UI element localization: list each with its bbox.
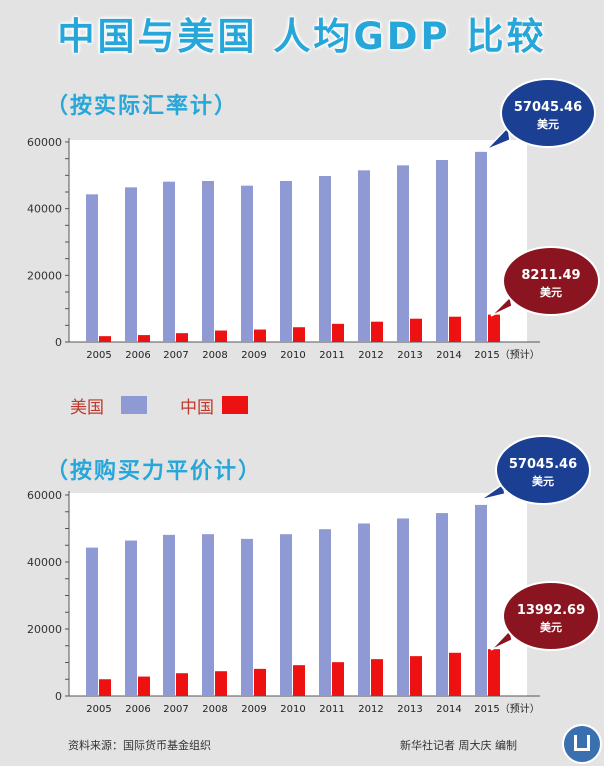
y-tick-label: 20000	[27, 269, 62, 282]
x-tick-label: 2010	[280, 350, 305, 361]
bar-cn-2	[138, 676, 150, 696]
y-tick-label: 20000	[27, 623, 62, 636]
callout-red	[502, 581, 600, 651]
y-tick-label: 40000	[27, 556, 62, 569]
bar-us-5	[241, 185, 253, 342]
y-tick-label: 60000	[27, 489, 62, 502]
bar-us-10	[436, 160, 448, 342]
x-tick-label: 2006	[125, 704, 150, 715]
bar-us-8	[358, 523, 370, 696]
legend-cn-swatch	[222, 396, 248, 414]
bar-us-7	[319, 176, 331, 342]
bar-cn-4	[215, 330, 227, 342]
callout-blue-unit: 美元	[537, 117, 559, 131]
page-title: 中国与美国 人均GDP 比较	[57, 15, 547, 58]
x-tick-label: 2010	[280, 704, 305, 715]
bar-cn-9	[410, 318, 422, 342]
callout-blue-unit: 美元	[532, 474, 554, 488]
bar-us-3	[163, 534, 175, 696]
bar-us-5	[241, 538, 253, 696]
legend-us-label: 美国	[70, 398, 104, 418]
x-tick-label: 2006	[125, 350, 150, 361]
legend-us-swatch	[121, 396, 147, 414]
bar-us-6	[280, 534, 292, 696]
x-tick-label: 2014	[436, 350, 461, 361]
bar-cn-5	[254, 329, 266, 342]
x-tick-label: 2013	[397, 704, 422, 715]
bar-cn-1	[99, 679, 111, 696]
bar-cn-8	[371, 659, 383, 696]
x-tick-label: 2009	[241, 350, 266, 361]
bar-us-1	[86, 547, 98, 696]
plot-area-1	[69, 140, 527, 342]
y-tick-label: 60000	[27, 136, 62, 149]
x-tick-label: 2005	[86, 350, 111, 361]
bar-cn-9	[410, 656, 422, 696]
legend-cn-label: 中国	[180, 398, 214, 418]
chart2-title: （按购买力平价计）	[46, 459, 263, 484]
bar-cn-11	[488, 314, 500, 342]
source-note: 资料来源：国际货币基金组织	[68, 739, 211, 752]
callout-blue-value: 57045.46	[509, 457, 577, 472]
callout-red	[502, 246, 600, 316]
bar-us-10	[436, 513, 448, 696]
chart1-title: （按实际汇率计）	[46, 94, 239, 119]
bar-cn-5	[254, 668, 266, 696]
bar-cn-6	[293, 665, 305, 696]
bar-cn-3	[176, 333, 188, 342]
bar-us-11	[475, 151, 487, 342]
bar-us-9	[397, 518, 409, 696]
callout-red-unit: 美元	[540, 620, 562, 634]
bar-cn-7	[332, 662, 344, 696]
y-tick-label: 0	[55, 336, 62, 349]
callout-red-tail	[490, 295, 513, 317]
bar-cn-8	[371, 321, 383, 342]
bar-cn-7	[332, 323, 344, 342]
bar-cn-1	[99, 336, 111, 342]
x-tick-label: 2011	[319, 350, 344, 361]
callout-blue	[495, 435, 591, 505]
bar-us-2	[125, 540, 137, 696]
bar-cn-10	[449, 316, 461, 342]
x-tick-label: 2009	[241, 704, 266, 715]
bar-cn-10	[449, 652, 461, 696]
callout-red-unit: 美元	[540, 285, 562, 299]
x-tick-label: 2008	[202, 350, 227, 361]
bar-us-4	[202, 181, 214, 342]
x-tick-label: 2007	[163, 704, 188, 715]
y-tick-label: 40000	[27, 203, 62, 216]
y-tick-label: 0	[55, 690, 62, 703]
bar-us-1	[86, 194, 98, 342]
bar-cn-3	[176, 673, 188, 696]
bar-us-6	[280, 181, 292, 342]
x-tick-label: 2005	[86, 704, 111, 715]
callout-red-value: 8211.49	[521, 268, 580, 283]
callout-blue-value: 57045.46	[514, 100, 582, 115]
x-tick-label: 2012	[358, 350, 383, 361]
bar-cn-4	[215, 671, 227, 696]
bar-us-4	[202, 534, 214, 696]
x-tick-label: 2008	[202, 704, 227, 715]
bar-cn-6	[293, 327, 305, 342]
bar-us-7	[319, 529, 331, 696]
bar-us-8	[358, 170, 370, 342]
x-tick-label: 2014	[436, 704, 461, 715]
x-tick-label: 2007	[163, 350, 188, 361]
x-tick-label: 2013	[397, 350, 422, 361]
bar-us-9	[397, 165, 409, 342]
callout-blue	[500, 78, 596, 148]
callout-red-value: 13992.69	[517, 603, 585, 618]
bar-cn-11	[488, 649, 500, 696]
xinhua-logo-icon	[562, 724, 602, 764]
bar-us-3	[163, 181, 175, 342]
bar-us-2	[125, 187, 137, 342]
x-tick-label: 2011	[319, 704, 344, 715]
credit-note: 新华社记者 周大庆 编制	[400, 739, 517, 752]
bar-cn-2	[138, 335, 150, 342]
x-tick-label: 2015（预计）	[474, 702, 539, 715]
x-tick-label: 2015（预计）	[474, 348, 539, 361]
bar-us-11	[475, 504, 487, 696]
x-tick-label: 2012	[358, 704, 383, 715]
